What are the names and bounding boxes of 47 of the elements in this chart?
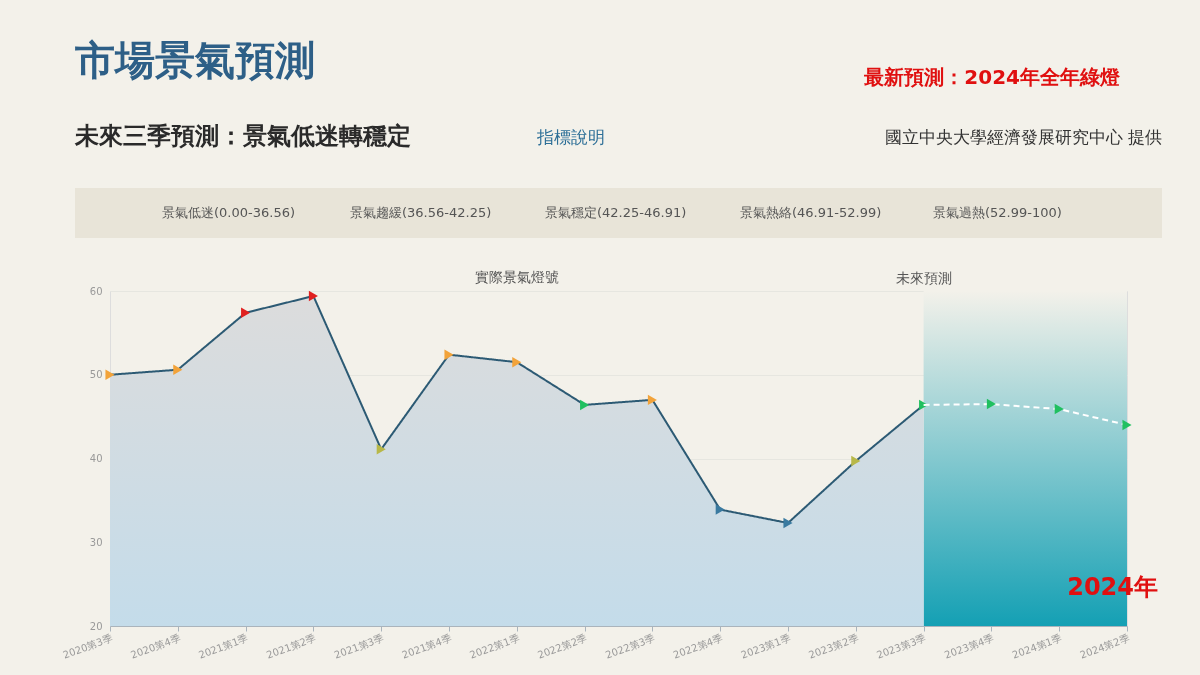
x-tick-label: 2024第2季 xyxy=(1078,632,1131,661)
x-tick-label: 2022第3季 xyxy=(603,632,657,661)
point xyxy=(851,455,861,467)
point xyxy=(783,517,793,529)
point xyxy=(1122,419,1132,431)
x-tick-label: 2022第2季 xyxy=(536,632,589,661)
point xyxy=(241,307,251,319)
x-tick-label: 2023第1季 xyxy=(739,632,792,661)
text: 景氣穩定(42.25-46.91) xyxy=(545,205,687,220)
y-tick-label: 30 xyxy=(89,536,103,548)
text: 景氣熱絡(46.91-52.99) xyxy=(740,205,882,220)
y-tick-label: 20 xyxy=(89,620,103,632)
x-tick-label: 2021第2季 xyxy=(264,632,318,661)
y-tick-label: 60 xyxy=(89,285,103,297)
text: 景氣過熱(52.99-100) xyxy=(933,205,1062,220)
text: 指標說明 xyxy=(536,127,605,147)
text: 景氣低迷(0.00-36.56) xyxy=(162,205,295,220)
text: 實際景氣燈號 xyxy=(475,269,559,285)
point xyxy=(308,290,318,302)
band-label: 未來預測 xyxy=(895,270,952,286)
text: 景氣趨緩(36.56-42.25) xyxy=(350,205,492,220)
text: 國立中央大學經濟發展研究中心 提供 xyxy=(884,127,1162,147)
chart-subtitle: 未來三季預測：景氣低迷轉穩定 xyxy=(74,122,411,150)
x-tick-label: 2023第4季 xyxy=(942,632,996,661)
point xyxy=(647,394,657,406)
point xyxy=(444,349,454,360)
point xyxy=(512,356,522,368)
text: 最新預測：2024年全年綠燈 xyxy=(863,65,1121,89)
x-tick-label: 2021第3季 xyxy=(332,632,386,661)
x-tick-label: 2021第4季 xyxy=(400,632,453,661)
y-tick-label: 40 xyxy=(89,453,103,464)
point xyxy=(173,364,183,375)
point xyxy=(986,398,996,410)
x-tick-label: 2024第1季 xyxy=(1010,632,1064,661)
point xyxy=(105,369,115,380)
x-tick-label: 2021第1季 xyxy=(197,632,250,661)
point xyxy=(376,444,386,455)
x-tick-label: 2023第3季 xyxy=(875,632,928,661)
point xyxy=(715,504,725,515)
y-tick-label: 50 xyxy=(89,369,103,381)
chart-title: 市場景氣預測 xyxy=(74,37,315,83)
x-tick-label: 2022第4季 xyxy=(671,632,725,661)
point xyxy=(1054,403,1064,415)
x-tick-label: 2020第3季 xyxy=(61,632,114,661)
x-tick-label: 2023第2季 xyxy=(807,632,860,661)
x-tick-label: 2022第1季 xyxy=(468,632,521,661)
x-tick-label: 2020第4季 xyxy=(129,632,182,661)
